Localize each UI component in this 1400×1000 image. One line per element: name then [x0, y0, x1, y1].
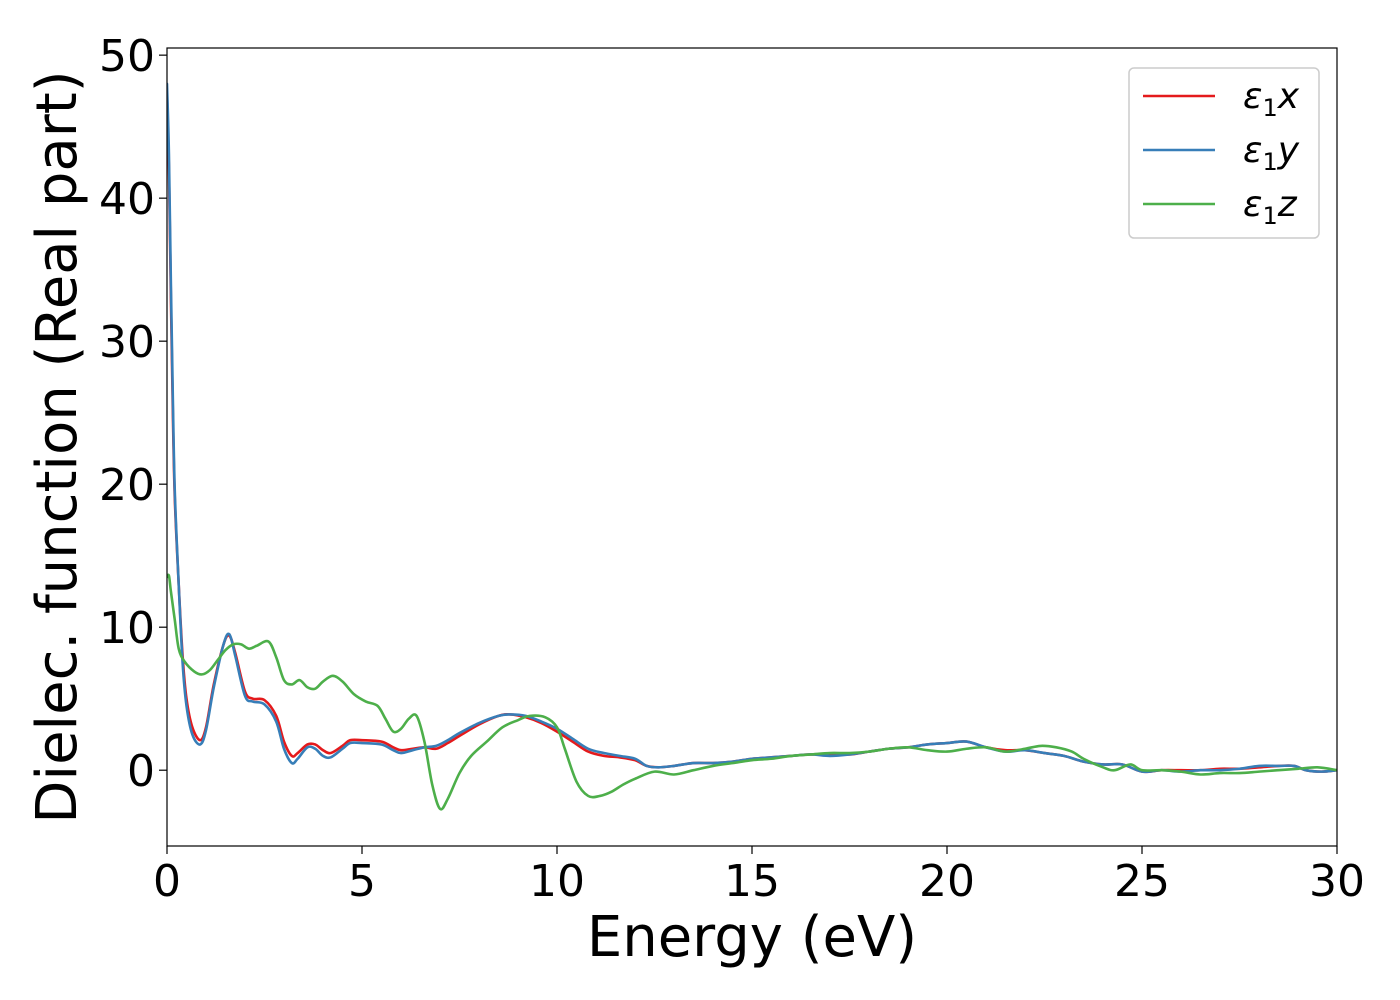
legend-entry: ε1x — [1243, 76, 1300, 122]
y-tick-label: 20 — [99, 460, 155, 511]
legend-entry: ε1z — [1243, 184, 1298, 230]
x-tick-label: 15 — [724, 856, 780, 907]
y-axis-ticks: 0 10 20 30 40 50 — [99, 31, 167, 797]
y-axis-label: Dielec. function (Real part) — [25, 70, 90, 823]
series-lines — [167, 82, 1337, 811]
x-tick-label: 0 — [153, 856, 181, 907]
legend-entry: ε1y — [1243, 130, 1300, 176]
x-tick-label: 25 — [1114, 856, 1170, 907]
y-tick-label: 50 — [99, 31, 155, 82]
series-line-2 — [167, 82, 1337, 774]
series-line-3 — [167, 573, 1337, 811]
x-tick-label: 5 — [348, 856, 376, 907]
x-tick-label: 30 — [1309, 856, 1365, 907]
x-axis-label: Energy (eV) — [587, 905, 917, 970]
y-tick-label: 10 — [99, 603, 155, 654]
legend-box — [1128, 67, 1320, 239]
y-tick-label: 40 — [99, 174, 155, 225]
x-tick-label: 20 — [919, 856, 975, 907]
x-axis-ticks: 0 5 10 15 20 25 30 — [153, 846, 1365, 907]
x-tick-label: 10 — [529, 856, 585, 907]
legend: ε1x ε1y ε1z — [1128, 67, 1320, 239]
y-tick-label: 0 — [127, 746, 155, 797]
y-tick-label: 30 — [99, 317, 155, 368]
